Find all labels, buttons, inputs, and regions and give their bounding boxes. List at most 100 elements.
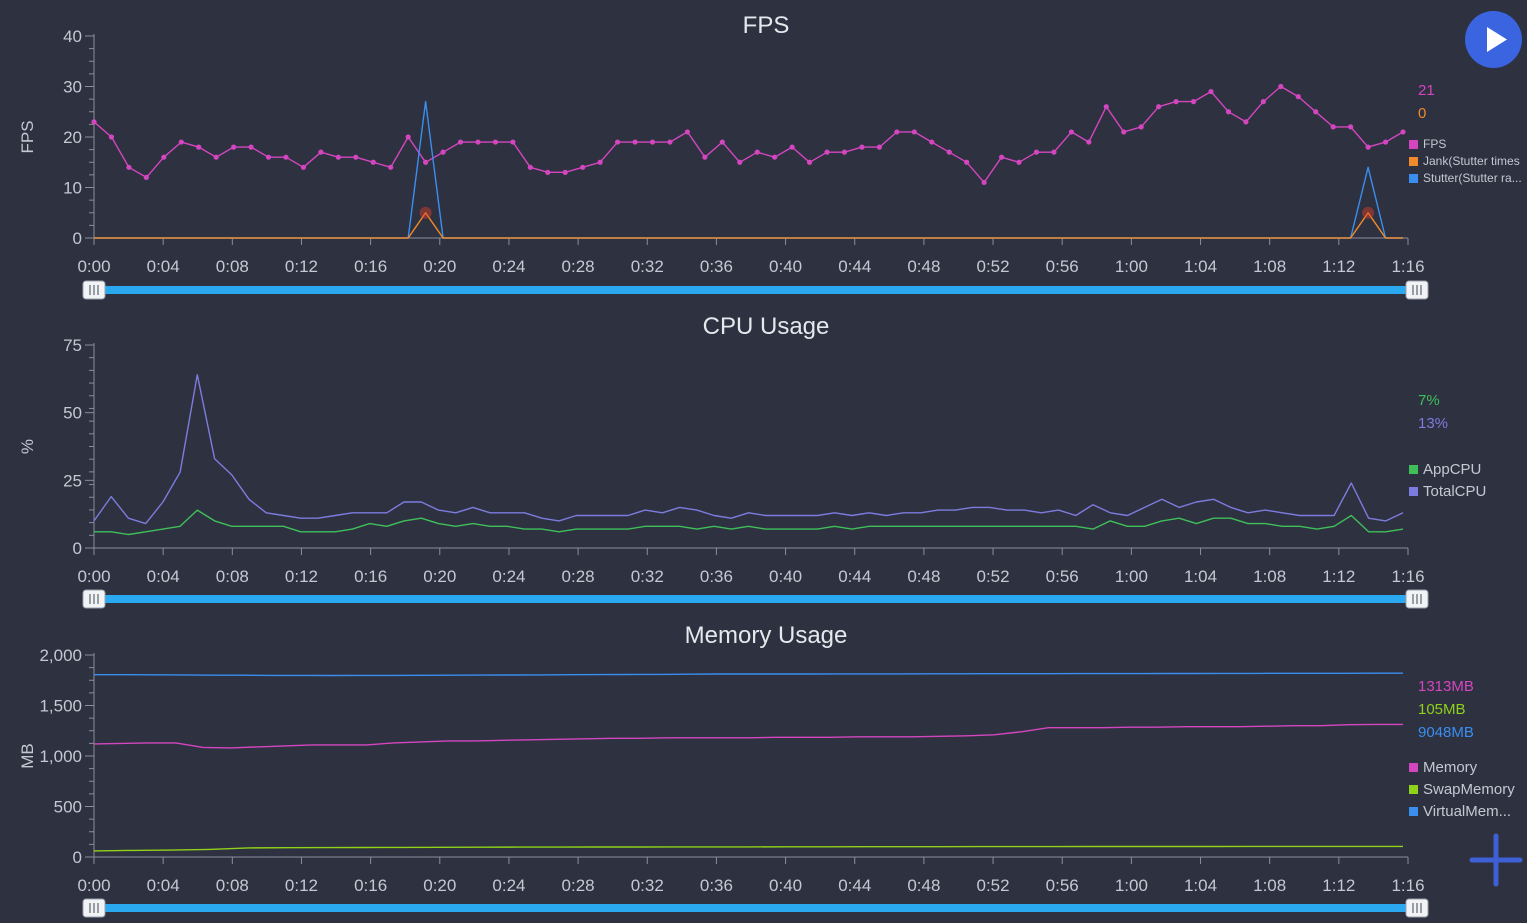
y-tick-label: 1,500 [39, 697, 82, 716]
x-tick-label: 0:52 [977, 567, 1010, 586]
current-value: 105MB [1418, 701, 1466, 718]
series-fps-point [1382, 139, 1389, 145]
series-fps-point [91, 119, 97, 125]
legend-item: VirtualMem... [1423, 803, 1511, 820]
chart-title: FPS [743, 12, 790, 39]
series-fps-point [423, 159, 429, 165]
current-value: 0 [1418, 105, 1426, 122]
series-fps-point [1103, 104, 1109, 110]
y-axis-label: MB [18, 743, 37, 769]
current-value: 21 [1418, 82, 1435, 99]
x-tick-label: 0:36 [700, 257, 733, 276]
add-chart-button[interactable] [1468, 832, 1524, 888]
x-tick-label: 1:00 [1115, 567, 1148, 586]
series-fps-point [772, 154, 778, 160]
y-axis-label: FPS [18, 120, 37, 153]
range-slider-left-handle[interactable] [82, 898, 106, 918]
series-fps-point [457, 139, 464, 145]
series-fps-point [1225, 109, 1232, 115]
x-tick-label: 0:48 [907, 257, 940, 276]
x-tick-label: 0:48 [907, 567, 940, 586]
series-fps-point [1190, 99, 1197, 105]
x-tick-label: 1:12 [1322, 257, 1355, 276]
chart-2: Memory Usage MB 0 500 1,000 1,500 2,000 0:00 0:0… [18, 622, 1515, 918]
x-tick-label: 0:40 [769, 257, 802, 276]
legend-swatch [1409, 807, 1418, 816]
x-tick-label: 1:08 [1253, 257, 1286, 276]
y-tick-label: 0 [73, 229, 82, 248]
x-tick-label: 0:32 [631, 567, 664, 586]
x-tick-label: 0:32 [631, 257, 664, 276]
series-fps-point [1121, 129, 1127, 135]
chart-1: CPU Usage% 0 25 50 75 0:00 0:04 0:08 0:12 0:16 0:2… [18, 313, 1486, 609]
play-button[interactable] [1465, 11, 1522, 68]
series-swapmemory-line [93, 845, 1403, 852]
range-slider-left-handle[interactable] [82, 280, 106, 300]
series-totalcpu-line [93, 374, 1404, 525]
x-tick-label: 0:24 [492, 257, 525, 276]
series-fps-point [1051, 149, 1057, 155]
range-slider-left-handle[interactable] [82, 589, 106, 609]
y-tick-label: 50 [63, 404, 82, 423]
x-tick-label: 1:00 [1115, 876, 1148, 895]
range-slider-right-handle[interactable] [1405, 589, 1429, 609]
series-fps-point [300, 164, 307, 170]
series-fps-point [824, 149, 830, 155]
series-fps-point [492, 139, 499, 145]
range-slider-track [94, 904, 1416, 912]
current-value: 7% [1418, 392, 1440, 409]
x-tick-label: 0:52 [977, 876, 1010, 895]
x-tick-label: 1:04 [1184, 876, 1217, 895]
series-fps-point [1156, 104, 1162, 110]
x-tick-label: 1:04 [1184, 257, 1217, 276]
x-tick-label: 0:44 [838, 876, 871, 895]
x-tick-label: 0:32 [631, 876, 664, 895]
x-tick-label: 1:08 [1253, 876, 1286, 895]
x-tick-label: 0:48 [907, 876, 940, 895]
x-tick-label: 0:04 [147, 876, 180, 895]
legend-swatch [1409, 763, 1418, 772]
series-fps-point [998, 154, 1005, 160]
legend-item: AppCPU [1423, 461, 1481, 478]
x-tick-label: 0:40 [769, 876, 802, 895]
y-tick-label: 30 [63, 78, 82, 97]
series-fps-point [946, 149, 952, 155]
series-fps-point [981, 179, 987, 186]
series-fps-point [929, 139, 935, 145]
x-tick-label: 0:20 [423, 567, 456, 586]
series-fps-point [737, 159, 743, 165]
x-tick-label: 1:12 [1322, 876, 1355, 895]
series-fps-point [510, 139, 516, 145]
series-fps-point [1068, 129, 1074, 135]
series-fps-point [265, 154, 272, 160]
series-fps-point [370, 159, 376, 165]
series-fps-point [1260, 99, 1266, 105]
series-fps-point [143, 174, 149, 180]
series-fps-point [1313, 109, 1319, 115]
series-fps-point [754, 149, 760, 155]
x-tick-label: 0:12 [285, 257, 318, 276]
series-stutter-line [94, 100, 1403, 239]
range-slider-right-handle[interactable] [1405, 280, 1429, 300]
range-slider-right-handle[interactable] [1405, 898, 1429, 918]
series-fps-point [353, 154, 359, 160]
series-fps-point [1348, 124, 1354, 130]
x-tick-label: 0:04 [147, 567, 180, 586]
x-tick-label: 0:56 [1046, 876, 1079, 895]
x-tick-label: 1:04 [1184, 567, 1217, 586]
series-fps-point [1016, 159, 1022, 165]
legend-item: SwapMemory [1423, 781, 1515, 798]
x-tick-label: 0:56 [1046, 257, 1079, 276]
jank-spike-marker [1362, 206, 1375, 219]
x-tick-label: 0:16 [354, 257, 387, 276]
x-tick-label: 0:24 [492, 876, 525, 895]
series-fps-point [1278, 83, 1284, 90]
series-fps-point [1295, 94, 1301, 100]
legend-item: FPS [1423, 137, 1446, 151]
y-tick-label: 2,000 [39, 646, 82, 665]
series-fps-point [527, 164, 533, 170]
series-fps-point [597, 159, 603, 165]
x-tick-label: 0:00 [77, 257, 110, 276]
series-fps-point [1033, 149, 1040, 155]
